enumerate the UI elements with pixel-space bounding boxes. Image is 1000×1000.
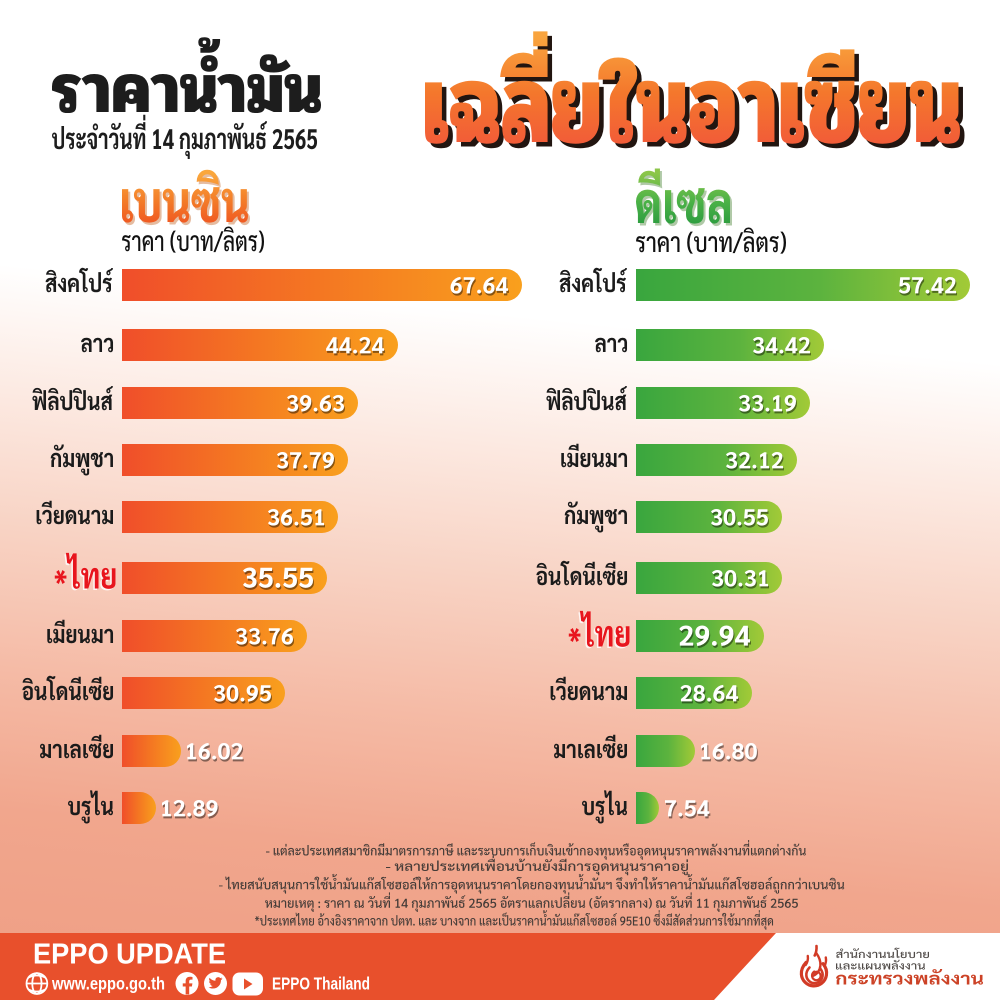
svg-text:EPPO Thailand: EPPO Thailand [272, 974, 370, 994]
svg-text:EPPO UPDATE: EPPO UPDATE [33, 939, 226, 971]
svg-text:www.eppo.go.th: www.eppo.go.th [51, 974, 165, 994]
